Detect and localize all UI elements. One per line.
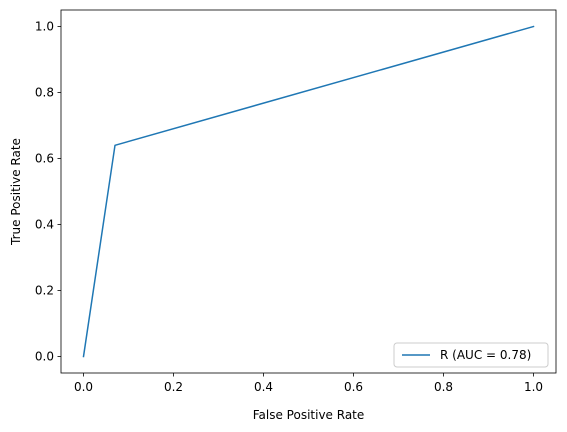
series-line-0	[82, 25, 535, 358]
x-tick-label-5: 1.0	[524, 380, 543, 394]
x-tick-5: 1.0	[524, 373, 543, 394]
y-tick-label-4: 0.8	[35, 86, 54, 100]
x-tick-label-0: 0.0	[74, 380, 93, 394]
legend: R (AUC = 0.78)	[393, 342, 549, 368]
series-layer	[82, 25, 535, 358]
y-tick-label-1: 0.2	[35, 284, 54, 298]
y-tick-0: 0.0	[35, 350, 61, 364]
y-tick-label-3: 0.6	[35, 152, 54, 166]
y-tick-label-2: 0.4	[35, 218, 54, 232]
x-tick-label-2: 0.4	[254, 380, 273, 394]
legend-box	[393, 342, 549, 368]
x-tick-1: 0.2	[164, 373, 183, 394]
y-tick-1: 0.2	[35, 284, 61, 298]
y-tick-5: 1.0	[35, 20, 61, 34]
y-tick-2: 0.4	[35, 218, 61, 232]
x-axis-ticks: 0.0 0.2 0.4 0.6 0.8 1.0	[74, 373, 543, 394]
x-tick-label-3: 0.6	[344, 380, 363, 394]
y-tick-label-0: 0.0	[35, 350, 54, 364]
x-tick-4: 0.8	[434, 373, 453, 394]
plot-frame	[60, 9, 557, 374]
x-axis-label: False Positive Rate	[253, 408, 365, 422]
x-tick-0: 0.0	[74, 373, 93, 394]
x-tick-label-4: 0.8	[434, 380, 453, 394]
y-axis-label: True Positive Rate	[9, 138, 23, 246]
y-tick-3: 0.6	[35, 152, 61, 166]
x-tick-2: 0.4	[254, 373, 273, 394]
y-tick-label-5: 1.0	[35, 20, 54, 34]
y-tick-4: 0.8	[35, 86, 61, 100]
y-axis-ticks: 0.0 0.2 0.4 0.6 0.8 1.0	[35, 20, 61, 364]
x-tick-label-1: 0.2	[164, 380, 183, 394]
legend-label: R (AUC = 0.78)	[440, 348, 531, 362]
plot-area	[61, 10, 556, 373]
x-tick-3: 0.6	[344, 373, 363, 394]
